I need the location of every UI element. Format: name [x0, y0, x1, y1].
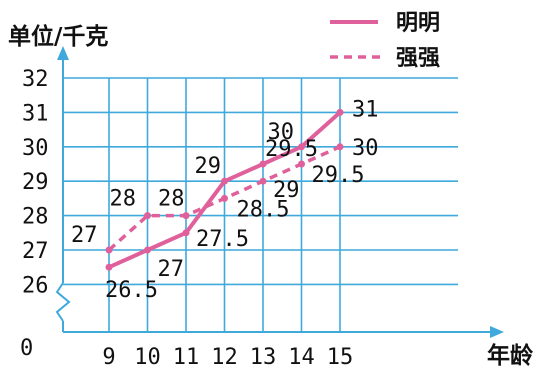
- x-tick-label: 12: [211, 345, 238, 370]
- x-tick-label: 13: [250, 345, 277, 370]
- data-point: [221, 177, 228, 185]
- series: [105, 108, 344, 271]
- data-point: [105, 246, 113, 254]
- y-tick-label: 26: [22, 273, 49, 298]
- data-point: [105, 263, 113, 271]
- x-axis-arrow-icon: [490, 326, 504, 338]
- axes: [55, 46, 504, 338]
- data-point: [298, 160, 305, 168]
- x-tick-label: 11: [173, 345, 200, 370]
- y-tick-label: 31: [22, 101, 49, 126]
- x-tick-label: 14: [288, 345, 315, 370]
- data-point: [144, 212, 151, 220]
- data-point: [298, 143, 305, 151]
- data-point: [182, 229, 190, 237]
- data-label: 29.5: [265, 137, 318, 162]
- y-tick-label: 30: [22, 136, 49, 161]
- data-label: 27: [158, 257, 185, 282]
- legend-label-mingming: 明明: [396, 11, 440, 36]
- data-label: 28: [158, 187, 185, 212]
- data-point: [259, 177, 267, 185]
- y-tick-labels: 26 27 28 29 30 31 32: [22, 67, 49, 298]
- data-point: [144, 246, 151, 254]
- x-tick-label: 9: [102, 345, 115, 370]
- y-axis-arrow-icon: [57, 46, 69, 60]
- x-axis-title: 年龄: [487, 342, 534, 369]
- data-label: 28: [110, 187, 137, 212]
- grid: [63, 77, 458, 332]
- data-label: 27: [71, 223, 98, 248]
- data-label: 29.5: [312, 163, 365, 188]
- y-axis-title: 单位/千克: [8, 23, 108, 50]
- legend: 明明 强强: [330, 11, 440, 71]
- y-tick-label: 32: [22, 67, 49, 92]
- y-tick-label: 27: [22, 239, 49, 264]
- data-label: 29: [195, 154, 222, 179]
- x-tick-label: 10: [134, 345, 161, 370]
- data-label: 28.5: [237, 197, 290, 222]
- data-label: 27.5: [196, 227, 249, 252]
- data-label: 29: [273, 178, 300, 203]
- x-tick-labels: 9 10 11 12 13 14 15: [102, 345, 353, 370]
- data-point: [221, 194, 228, 202]
- data-point: [182, 212, 190, 220]
- data-label: 31: [352, 97, 379, 122]
- data-label: 26.5: [105, 278, 158, 303]
- y-tick-label: 29: [22, 170, 49, 195]
- y-axis-break-mark: [55, 282, 71, 322]
- y-tick-label: 28: [22, 205, 49, 230]
- legend-label-qiangqiang: 强强: [396, 46, 440, 71]
- data-label: 30: [352, 136, 379, 161]
- data-point: [259, 160, 267, 168]
- data-label: 30: [268, 120, 295, 145]
- data-point: [336, 143, 344, 151]
- data-point: [336, 108, 344, 116]
- origin-label: 0: [20, 336, 33, 361]
- x-tick-label: 15: [327, 345, 354, 370]
